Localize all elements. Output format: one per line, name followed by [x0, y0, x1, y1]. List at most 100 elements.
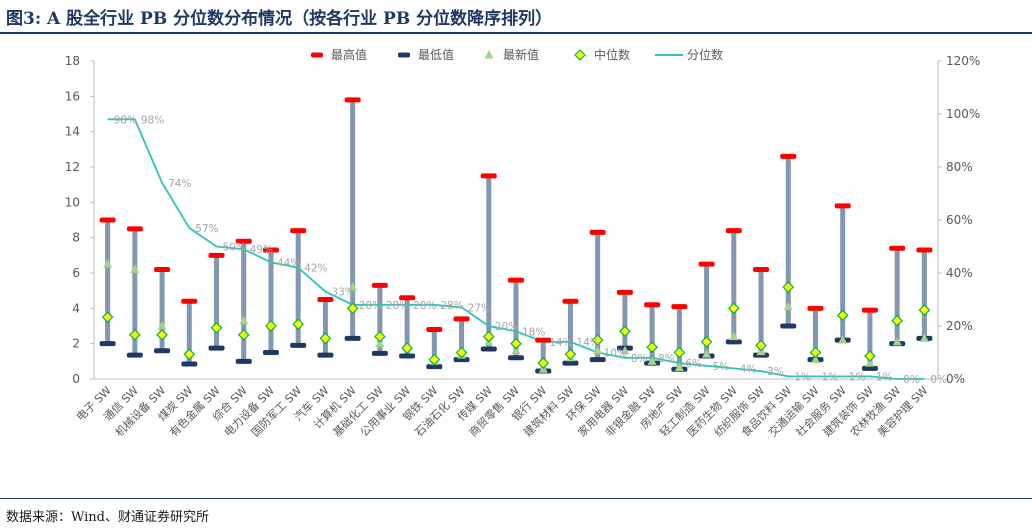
percentile-label: 5% [713, 361, 730, 373]
percentile-label: 20% [495, 321, 518, 333]
max-marker [235, 238, 252, 244]
median-marker [673, 346, 686, 359]
range-bar [377, 285, 383, 354]
max-marker [807, 305, 824, 311]
min-marker [861, 365, 878, 371]
max-marker [644, 302, 661, 308]
latest-marker [239, 315, 249, 325]
title-rule [0, 32, 1032, 34]
median-marker [510, 337, 522, 350]
range-bar [595, 232, 601, 360]
range-bar [840, 205, 846, 341]
min-marker [181, 361, 198, 367]
latest-marker [865, 358, 875, 367]
min-marker [725, 339, 742, 345]
percentile-label: 98% [114, 114, 137, 126]
left-tick-label: 4 [72, 301, 80, 315]
max-marker [616, 289, 633, 295]
percentile-label: 6% [685, 358, 702, 370]
min-marker [399, 353, 416, 359]
range-bar [894, 248, 900, 344]
median-marker [864, 350, 876, 362]
range-bar [132, 228, 138, 356]
latest-marker [783, 301, 793, 311]
legend-label: 最低值 [418, 47, 454, 62]
median-marker [428, 353, 441, 366]
left-tick-label: 18 [65, 54, 80, 68]
latest-marker [892, 336, 902, 346]
chart-title: 图3: A 股全行业 PB 分位数分布情况（按各行业 PB 分位数降序排列） [6, 9, 553, 29]
median-marker [918, 304, 931, 316]
footer-rule [0, 498, 1032, 499]
right-tick-label: 100% [946, 107, 980, 121]
range-bar [785, 156, 791, 326]
pb-percentile-chart: 0 2 4 6 8 10 12 14 16 18 0% 20% 40% 60% 80% 100% 120% 98%… [65, 47, 981, 439]
min-marker [344, 335, 361, 341]
left-tick-label: 10 [65, 195, 80, 209]
latest-marker [375, 338, 385, 348]
percentile-label: 57% [195, 223, 218, 235]
left-tick-label: 14 [65, 125, 80, 139]
percentile-label: 14% [576, 337, 599, 349]
percentile-label: 1% [849, 371, 866, 383]
range-bar [676, 306, 682, 370]
percentile-label: 0% [903, 374, 920, 386]
latest-marker [810, 354, 820, 364]
max-marker [589, 229, 606, 235]
median-marker [564, 348, 577, 361]
legend-min-swatch [398, 52, 410, 58]
range-bar [159, 269, 165, 351]
percentile-label: 49% [250, 244, 273, 256]
range-bar [241, 241, 247, 362]
left-tick-label: 8 [72, 231, 80, 245]
median-marker [156, 328, 168, 341]
median-marker [755, 339, 767, 352]
latest-marker [130, 264, 140, 273]
range-bar [867, 310, 873, 369]
min-marker [371, 350, 388, 356]
range-bar [105, 220, 111, 344]
min-marker [290, 342, 307, 348]
percentile-label: 42% [304, 263, 327, 275]
range-bar [812, 308, 818, 360]
percentile-label: 28% [413, 300, 436, 312]
latest-marker [348, 282, 358, 291]
median-marker [619, 325, 631, 338]
percentile-label: 4% [740, 363, 757, 375]
max-marker [861, 307, 878, 313]
max-marker [99, 217, 116, 223]
data-source-note: 数据来源：Wind、财通证券研究所 [6, 510, 209, 525]
min-marker [426, 364, 443, 370]
min-marker [99, 341, 116, 347]
left-tick-label: 16 [65, 89, 80, 103]
median-marker [128, 328, 141, 341]
max-marker [154, 266, 171, 272]
latest-marker [674, 362, 684, 372]
right-tick-label: 0% [946, 372, 965, 386]
range-bar [513, 280, 519, 358]
max-marker [126, 226, 143, 232]
legend-median-swatch [574, 49, 586, 61]
percentile-label: 10% [604, 348, 627, 360]
median-marker [319, 332, 332, 345]
percentile-label: 27% [468, 302, 491, 314]
percentile-label: 1% [876, 371, 893, 383]
percentile-label: 74% [168, 178, 191, 190]
range-bar [540, 340, 546, 372]
latest-marker [838, 335, 848, 344]
percentile-label: 28% [440, 300, 463, 312]
min-marker [154, 348, 171, 354]
max-marker [290, 228, 307, 234]
max-marker [916, 247, 933, 253]
left-tick-label: 6 [72, 266, 80, 280]
range-bar [186, 301, 192, 364]
range-bar [731, 230, 737, 342]
median-marker [292, 318, 305, 331]
max-marker [834, 203, 851, 209]
max-marker [535, 337, 552, 343]
right-tick-label: 80% [946, 160, 973, 174]
min-marker [317, 352, 334, 358]
right-tick-label: 60% [946, 213, 973, 227]
max-marker [780, 153, 797, 159]
percentile-label: 3% [767, 366, 784, 378]
